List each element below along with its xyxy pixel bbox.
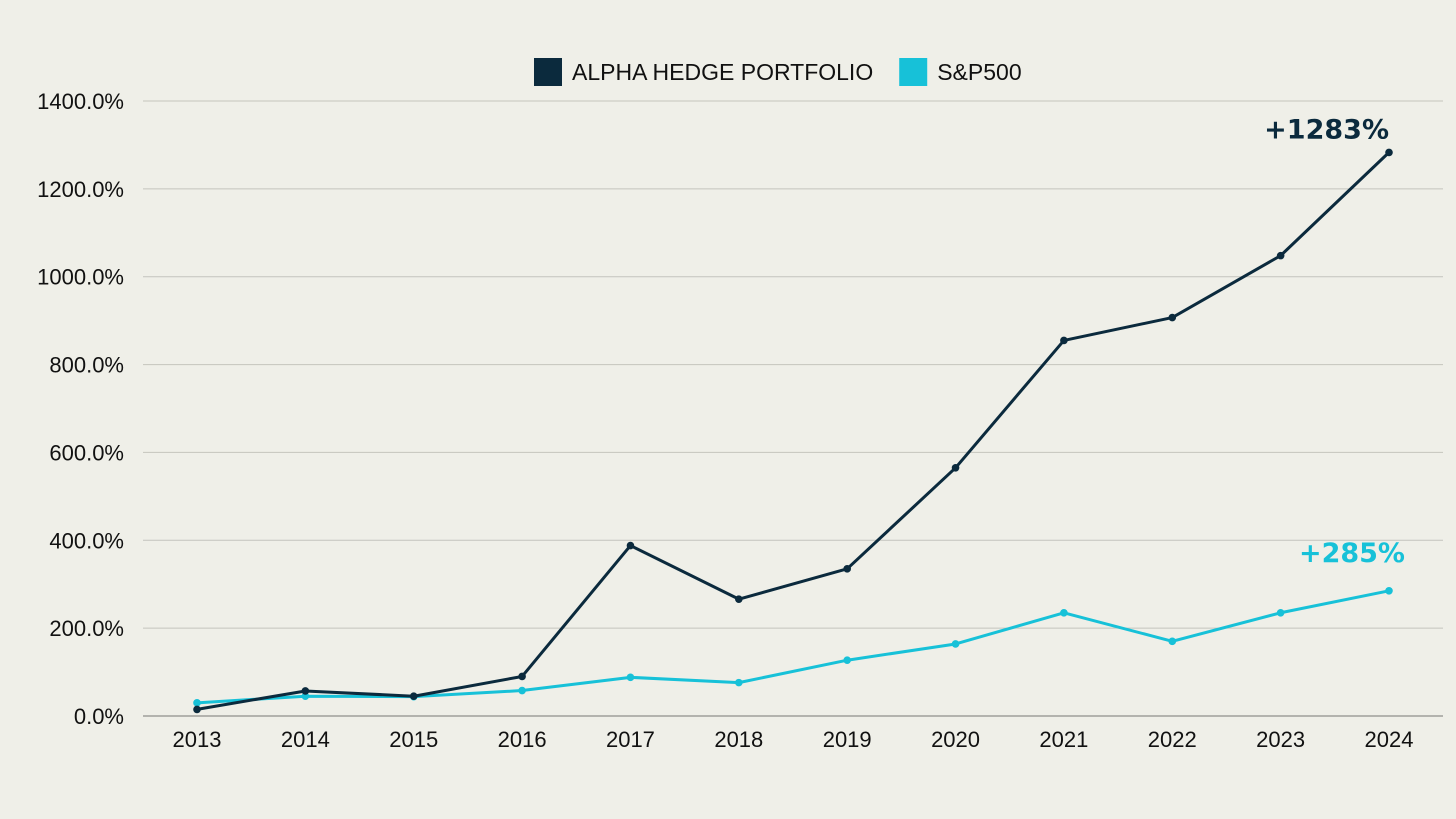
y-tick-label: 1000.0% — [37, 265, 124, 290]
data-point — [1276, 608, 1285, 617]
x-tick-label: 2019 — [823, 727, 872, 752]
x-tick-label: 2021 — [1039, 727, 1088, 752]
data-point — [626, 541, 635, 550]
legend-label: S&P500 — [937, 59, 1021, 85]
y-tick-label: 400.0% — [49, 528, 124, 553]
data-point — [735, 678, 743, 687]
annotation-label: +285% — [1299, 538, 1405, 569]
x-axis-ticks: 2013 2014 2015 2016 2017 2018 2019 2020 2021 2022… — [173, 727, 1414, 752]
data-point — [518, 672, 526, 681]
data-point — [301, 692, 310, 701]
data-point — [735, 595, 743, 603]
data-point — [518, 686, 526, 695]
data-point — [193, 699, 201, 707]
annotation-label: +1283% — [1264, 114, 1389, 145]
data-point — [843, 656, 851, 665]
x-tick-label: 2015 — [389, 727, 438, 752]
y-tick-label: 600.0% — [49, 440, 124, 465]
series-line-1 — [195, 589, 1391, 705]
data-point — [951, 640, 960, 648]
legend: ALPHA HEDGE PORTFOLIO S&P500 — [534, 58, 1022, 86]
x-tick-label: 2023 — [1256, 727, 1305, 752]
x-tick-label: 2018 — [714, 727, 763, 752]
data-point — [843, 565, 851, 573]
data-point — [301, 687, 310, 695]
data-point — [1060, 336, 1068, 345]
x-tick-label: 2024 — [1365, 727, 1414, 752]
legend-swatch — [534, 58, 562, 86]
y-tick-label: 800.0% — [49, 353, 124, 378]
data-point — [1168, 313, 1177, 322]
data-point — [1168, 637, 1177, 646]
x-tick-label: 2016 — [498, 727, 547, 752]
series-lines — [193, 148, 1393, 714]
legend-swatch — [899, 58, 928, 86]
data-point — [1060, 608, 1068, 617]
annotations: +1283% +285% — [1264, 114, 1405, 568]
x-tick-label: 2013 — [173, 727, 222, 752]
x-tick-label: 2014 — [281, 727, 330, 752]
data-point — [193, 705, 201, 714]
x-tick-label: 2022 — [1148, 727, 1197, 752]
data-point — [626, 673, 635, 682]
legend-label: ALPHA HEDGE PORTFOLIO — [572, 59, 873, 85]
x-tick-label: 2020 — [931, 727, 980, 752]
data-point — [1385, 148, 1393, 157]
data-point — [1276, 251, 1285, 260]
data-point — [1385, 587, 1393, 595]
y-tick-label: 0.0% — [74, 704, 124, 729]
x-tick-label: 2017 — [606, 727, 655, 752]
data-point — [951, 464, 960, 472]
gridlines — [143, 100, 1443, 629]
y-axis-ticks: 0.0% 200.0% 400.0% 600.0% 800.0% 1000.0% 1200.… — [37, 89, 124, 729]
y-tick-label: 1200.0% — [37, 177, 124, 202]
series-line-0 — [195, 150, 1391, 711]
data-point — [409, 692, 418, 701]
y-tick-label: 1400.0% — [37, 89, 124, 114]
y-tick-label: 200.0% — [49, 616, 124, 641]
